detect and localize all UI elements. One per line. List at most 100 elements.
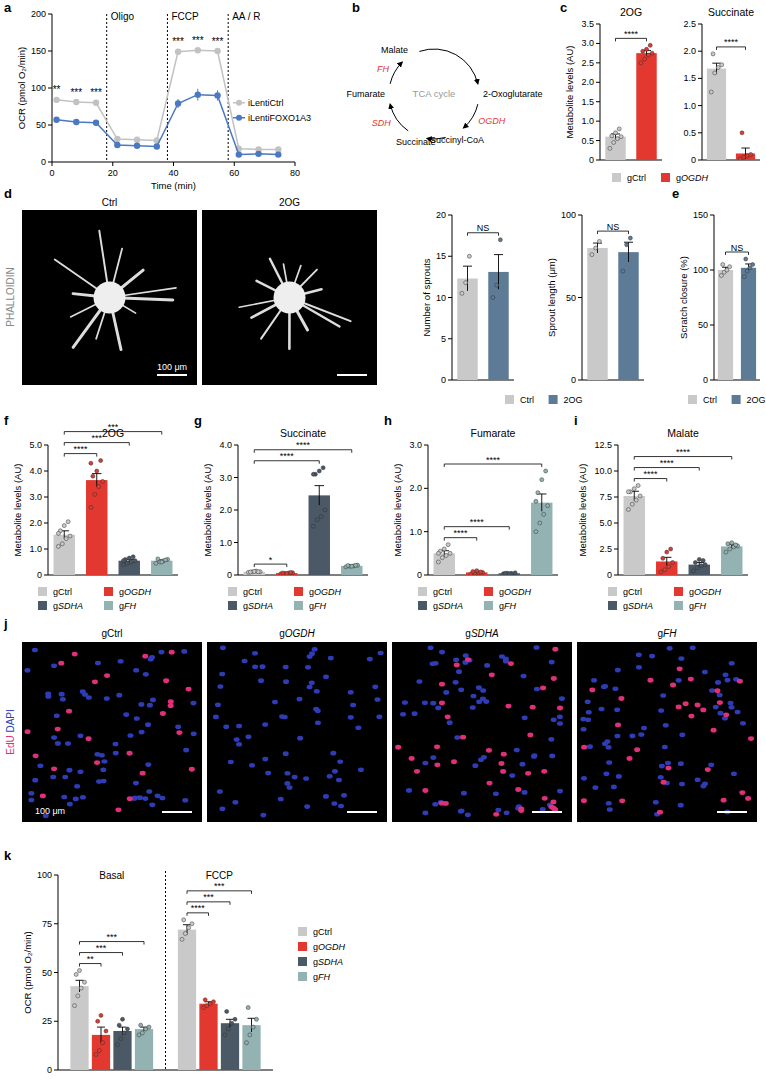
legend-swatch — [418, 587, 427, 596]
edu-nucleus — [414, 769, 420, 774]
data-point — [125, 561, 129, 565]
nucleus — [612, 686, 618, 691]
nucleus — [149, 803, 155, 808]
data-point — [751, 263, 755, 267]
nucleus — [220, 646, 226, 651]
micrograph — [392, 642, 572, 822]
bar — [618, 252, 638, 380]
y-tick-label: 1.0 — [409, 527, 422, 537]
data-point — [513, 571, 517, 575]
nucleus — [725, 678, 731, 683]
significance: *** — [192, 35, 204, 46]
legend-label: gCtrl — [627, 173, 646, 183]
data-point — [699, 564, 703, 568]
series-line — [57, 95, 279, 155]
gene: FH — [318, 972, 330, 982]
nucleus — [59, 692, 65, 697]
legend-label: iLentiCtrl — [248, 98, 284, 108]
nucleus — [533, 645, 539, 650]
cycle-arrow — [390, 104, 408, 131]
edu-nucleus — [700, 707, 706, 712]
nucleus — [101, 779, 107, 784]
bar — [736, 153, 755, 160]
nucleus — [604, 739, 610, 744]
bar — [86, 480, 107, 575]
edu-nucleus — [627, 756, 633, 761]
edu-nucleus — [486, 781, 492, 786]
y-tick-label: 10.0 — [594, 466, 612, 476]
legend-swatch — [298, 942, 307, 951]
nucleus — [430, 755, 436, 760]
y-tick-label: 50 — [698, 320, 708, 330]
nucleus — [454, 735, 460, 740]
edu-nucleus — [683, 701, 689, 706]
nucleus — [313, 707, 319, 712]
y-axis — [600, 24, 601, 160]
nucleus — [292, 775, 298, 780]
nucleus — [638, 732, 644, 737]
y-tick — [234, 445, 238, 446]
nucleus — [66, 768, 72, 773]
y-tick-label: 3.0 — [409, 440, 422, 450]
y-tick — [596, 121, 600, 122]
legend-swatch — [298, 957, 307, 966]
edu-nucleus — [717, 700, 723, 705]
y-tick-label: 150 — [693, 210, 708, 220]
background — [0, 0, 766, 1087]
edu-nucleus — [634, 747, 640, 752]
bar-group — [244, 466, 363, 575]
enzyme: OGDH — [478, 116, 506, 126]
nucleus — [332, 769, 338, 774]
nucleus — [219, 807, 225, 812]
y-tick — [54, 875, 58, 876]
nucleus — [729, 661, 735, 666]
edu-nucleus — [58, 661, 64, 666]
nucleus — [665, 761, 671, 766]
nucleus — [735, 710, 741, 715]
nucleus — [522, 790, 528, 795]
data-point — [701, 558, 705, 562]
group-label: Basal — [99, 870, 124, 881]
y-tick-label: 0 — [607, 570, 612, 580]
nucleus — [133, 781, 139, 786]
edu-nucleus — [525, 771, 531, 776]
y-tick — [424, 488, 428, 489]
panel-label: g — [194, 413, 202, 428]
enzyme: SDH — [372, 118, 392, 128]
y-tick — [596, 160, 600, 161]
panel-label: d — [4, 186, 12, 201]
nucleus — [456, 669, 462, 674]
edu-nucleus — [661, 780, 667, 785]
data-point — [614, 131, 618, 135]
nucleus — [611, 785, 617, 790]
nucleus — [585, 717, 591, 722]
y-label: Metabolite levels (AU) — [392, 464, 403, 557]
y-tick — [424, 575, 428, 576]
bar-group — [54, 459, 173, 575]
nucleus — [147, 703, 153, 708]
nucleus — [658, 775, 664, 780]
data-point — [248, 1033, 252, 1037]
nucleus — [367, 657, 373, 662]
nucleus — [557, 789, 563, 794]
error-bar — [463, 266, 472, 291]
edu-nucleus — [745, 796, 751, 801]
gene: OGDH — [124, 587, 152, 597]
bar — [689, 565, 710, 575]
nucleus — [534, 687, 540, 692]
data-point — [724, 550, 728, 554]
bar — [457, 279, 477, 380]
data-point — [590, 253, 594, 257]
data-point — [479, 570, 483, 574]
data-point — [68, 534, 72, 538]
edu-nucleus — [493, 812, 499, 817]
nucleus — [80, 795, 86, 800]
image-title: Ctrl — [102, 197, 118, 208]
data-point — [597, 239, 601, 243]
nucleus — [708, 762, 714, 767]
nucleus — [305, 665, 311, 670]
significance: NS — [731, 243, 744, 253]
edu-nucleus — [409, 756, 415, 761]
y-tick-label: 2.5 — [683, 19, 696, 29]
legend-swatch — [298, 972, 307, 981]
